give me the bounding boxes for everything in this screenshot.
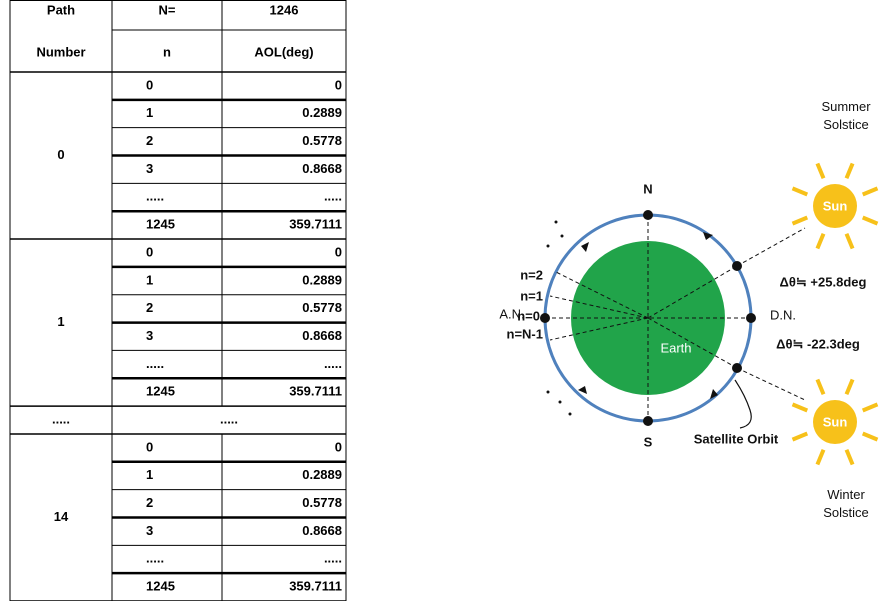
table-cell: 1245 xyxy=(146,579,175,594)
sun-ray xyxy=(861,215,879,226)
n-label: n=2 xyxy=(520,267,543,282)
earth-label: Earth xyxy=(660,340,691,355)
dn-label: D.N. xyxy=(770,307,796,322)
table-cell: 0.5778 xyxy=(302,300,342,315)
sun-ray xyxy=(844,448,855,466)
an-label: A.N. xyxy=(499,306,524,321)
table-cell: 1245 xyxy=(146,384,175,399)
header-cell: Number xyxy=(36,44,85,59)
sun-ray xyxy=(844,162,855,180)
table: Path N= 1246 Number n AOL(deg) 0 0 1 0.2889 2 0.577… xyxy=(9,0,347,601)
sun-winter: Sun xyxy=(791,378,879,466)
sun-ray xyxy=(861,186,879,197)
summer-label: Summer Solstice xyxy=(821,99,871,132)
table-cell: 3 xyxy=(146,523,153,538)
dashed-lines xyxy=(545,215,806,421)
table-cell: ..... xyxy=(146,189,164,204)
n-label: n=N-1 xyxy=(507,326,543,341)
sun-ray xyxy=(815,448,826,466)
path-number: 1 xyxy=(57,314,64,329)
sun-summer: Sun xyxy=(791,162,879,250)
table-cell: 3 xyxy=(146,328,153,343)
delta-summer: Δθ≒ +25.8deg xyxy=(780,274,867,289)
table-cell: 359.7111 xyxy=(289,217,342,232)
header-cell: 1246 xyxy=(270,2,299,17)
table-cell: 0.5778 xyxy=(302,495,342,510)
table-cell: 2 xyxy=(146,300,153,315)
table-cell: ..... xyxy=(220,411,238,426)
path-number: 14 xyxy=(54,509,69,524)
table-cell: 0.2889 xyxy=(302,272,342,287)
south-label: S xyxy=(644,434,653,449)
table-cell: ..... xyxy=(324,551,342,566)
table-cell: ..... xyxy=(146,356,164,371)
sun-ray xyxy=(815,162,826,180)
sun-disc xyxy=(813,184,857,228)
sun-ray xyxy=(791,402,809,413)
orbit-pointer xyxy=(734,379,752,429)
north-label: N xyxy=(643,181,652,196)
table-cell: 0 xyxy=(335,244,342,259)
orbit-points xyxy=(540,210,756,426)
table-cell: 359.7111 xyxy=(289,579,342,594)
table-cell: 0.5778 xyxy=(302,133,342,148)
table-cell: 0.8668 xyxy=(302,328,342,343)
table-cell: 1 xyxy=(146,467,153,482)
table-cell: 0.2889 xyxy=(302,105,342,120)
table-cell: 359.7111 xyxy=(289,384,342,399)
table-cell: 0.8668 xyxy=(302,161,342,176)
path-number: 0 xyxy=(57,147,64,162)
table-cell: 1 xyxy=(146,272,153,287)
table-cell: 2 xyxy=(146,495,153,510)
path-number: ..... xyxy=(52,411,70,426)
sun-ray xyxy=(791,186,809,197)
header-cell: AOL(deg) xyxy=(254,44,313,59)
table-cell: 0.8668 xyxy=(302,523,342,538)
table-cell: ..... xyxy=(324,189,342,204)
sun-disc xyxy=(813,400,857,444)
table-cell: 3 xyxy=(146,161,153,176)
delta-winter: Δθ≒ -22.3deg xyxy=(776,336,860,351)
sun-ray xyxy=(844,232,855,250)
table-cell: 1245 xyxy=(146,217,175,232)
table-cell: 2 xyxy=(146,133,153,148)
n-label: n=0 xyxy=(517,308,540,323)
sun-ray xyxy=(791,431,809,442)
sun-ray xyxy=(861,431,879,442)
sun-ray xyxy=(815,232,826,250)
table-cell: 1 xyxy=(146,105,153,120)
n-label: n=1 xyxy=(520,288,543,303)
table-cell: 0.2889 xyxy=(302,467,342,482)
sun-ray xyxy=(791,215,809,226)
sun-ray xyxy=(844,378,855,396)
table-cell: 0 xyxy=(335,439,342,454)
orbit-label: Satellite Orbit xyxy=(694,431,779,446)
sun-label: Sun xyxy=(823,198,848,213)
sun-label: Sun xyxy=(823,414,848,429)
table-cell: 0 xyxy=(146,244,153,259)
table-cell: ..... xyxy=(146,551,164,566)
winter-label: Winter Solstice xyxy=(823,487,869,520)
table-cell: 0 xyxy=(335,77,342,92)
sun-ray xyxy=(815,378,826,396)
table-cell: ..... xyxy=(324,356,342,371)
table-cell: 0 xyxy=(146,439,153,454)
table-cell: 0 xyxy=(146,77,153,92)
orbit-diagram: Sun Sun N S A.N. D.N. Earth Satellite Or… xyxy=(499,99,879,520)
header-cell: N= xyxy=(159,2,176,17)
sun-ray xyxy=(861,402,879,413)
header-cell: Path xyxy=(47,2,75,17)
header-cell: n xyxy=(163,44,171,59)
